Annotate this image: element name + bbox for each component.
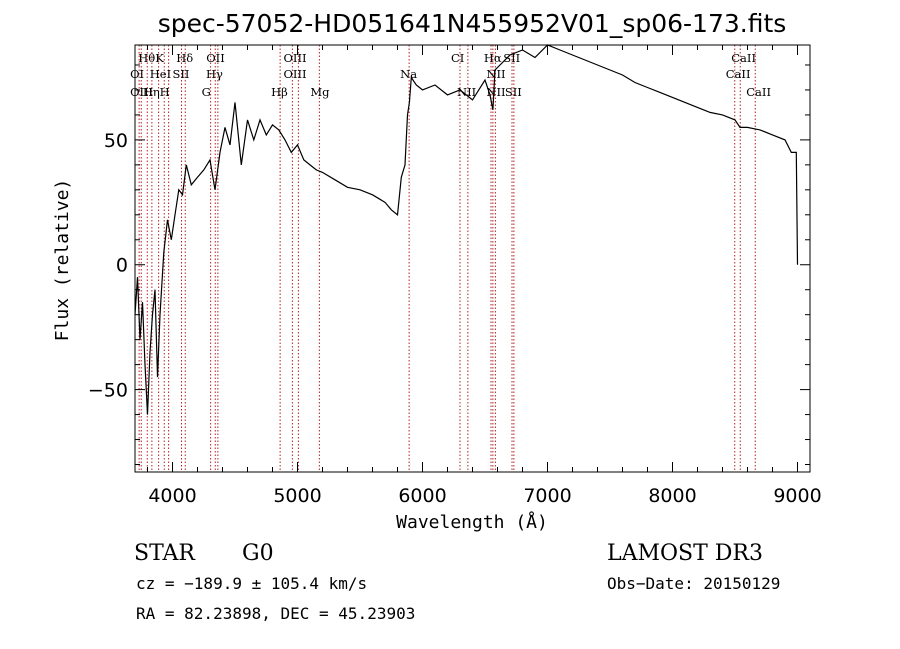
spectrum-line [134, 44, 799, 415]
line-marker-label: G [202, 85, 211, 99]
survey-name: LAMOST DR3 [607, 541, 763, 566]
line-marker-label: SII [173, 67, 190, 81]
obs-date: Obs−Date: 20150129 [607, 574, 780, 593]
line-marker-label: CI [451, 51, 464, 65]
line-marker-label: NII [486, 67, 505, 81]
line-marker-label: H [160, 85, 170, 99]
x-tick-label: 9000 [773, 485, 821, 507]
x-axis: 4000 5000 6000 7000 8000 9000 [147, 45, 822, 507]
x-tick-label: 8000 [648, 485, 696, 507]
line-marker-label: NII [457, 85, 476, 99]
coordinates: RA = 82.23898, DEC = 45.23903 [136, 604, 415, 623]
line-marker-label: CaII [731, 51, 756, 65]
line-marker-label: Hβ [271, 85, 288, 99]
y-axis-label: Flux (relative) [52, 179, 73, 342]
line-marker-label: CaII [746, 85, 771, 99]
line-marker-label: Hδ [176, 51, 193, 65]
x-tick-label: 4000 [148, 485, 196, 507]
line-marker-label: Hγ [206, 67, 223, 81]
line-marker-label: Mg [310, 85, 330, 99]
y-axis: −50 0 50 [88, 64, 810, 466]
line-marker-label: NII [486, 85, 505, 99]
line-marker-label: OIII [130, 85, 153, 99]
redshift-readout: cz = −189.9 ± 105.4 km/s [136, 574, 367, 593]
x-tick-label: 6000 [398, 485, 446, 507]
x-axis-label: Wavelength (Å) [396, 511, 548, 533]
chart-title: spec-57052-HD051641N455952V01_sp06-173.f… [158, 9, 787, 38]
line-marker-label: Na [400, 67, 417, 81]
y-tick-label: 50 [104, 130, 128, 152]
line-marker-label: Hθ [138, 51, 155, 65]
line-marker-label: CaII [726, 67, 751, 81]
line-marker-label: Hα [484, 51, 502, 65]
line-marker-label: SII [505, 85, 522, 99]
x-tick-label: 5000 [273, 485, 321, 507]
object-subclass: G0 [242, 541, 274, 566]
x-tick-label: 7000 [523, 485, 571, 507]
line-marker-label: OIII [284, 51, 307, 65]
y-tick-label: 0 [116, 255, 128, 277]
object-class: STAR [134, 541, 196, 566]
line-markers [138, 45, 756, 472]
line-marker-label: OI [130, 67, 144, 81]
line-marker-label: OII [206, 51, 225, 65]
line-marker-label: K [155, 51, 164, 65]
line-marker-label: Hη [143, 85, 160, 99]
line-marker-label: HeI [150, 67, 171, 81]
y-tick-label: −50 [88, 380, 128, 402]
line-marker-label: SII [503, 51, 520, 65]
line-marker-label: OIII [284, 67, 307, 81]
